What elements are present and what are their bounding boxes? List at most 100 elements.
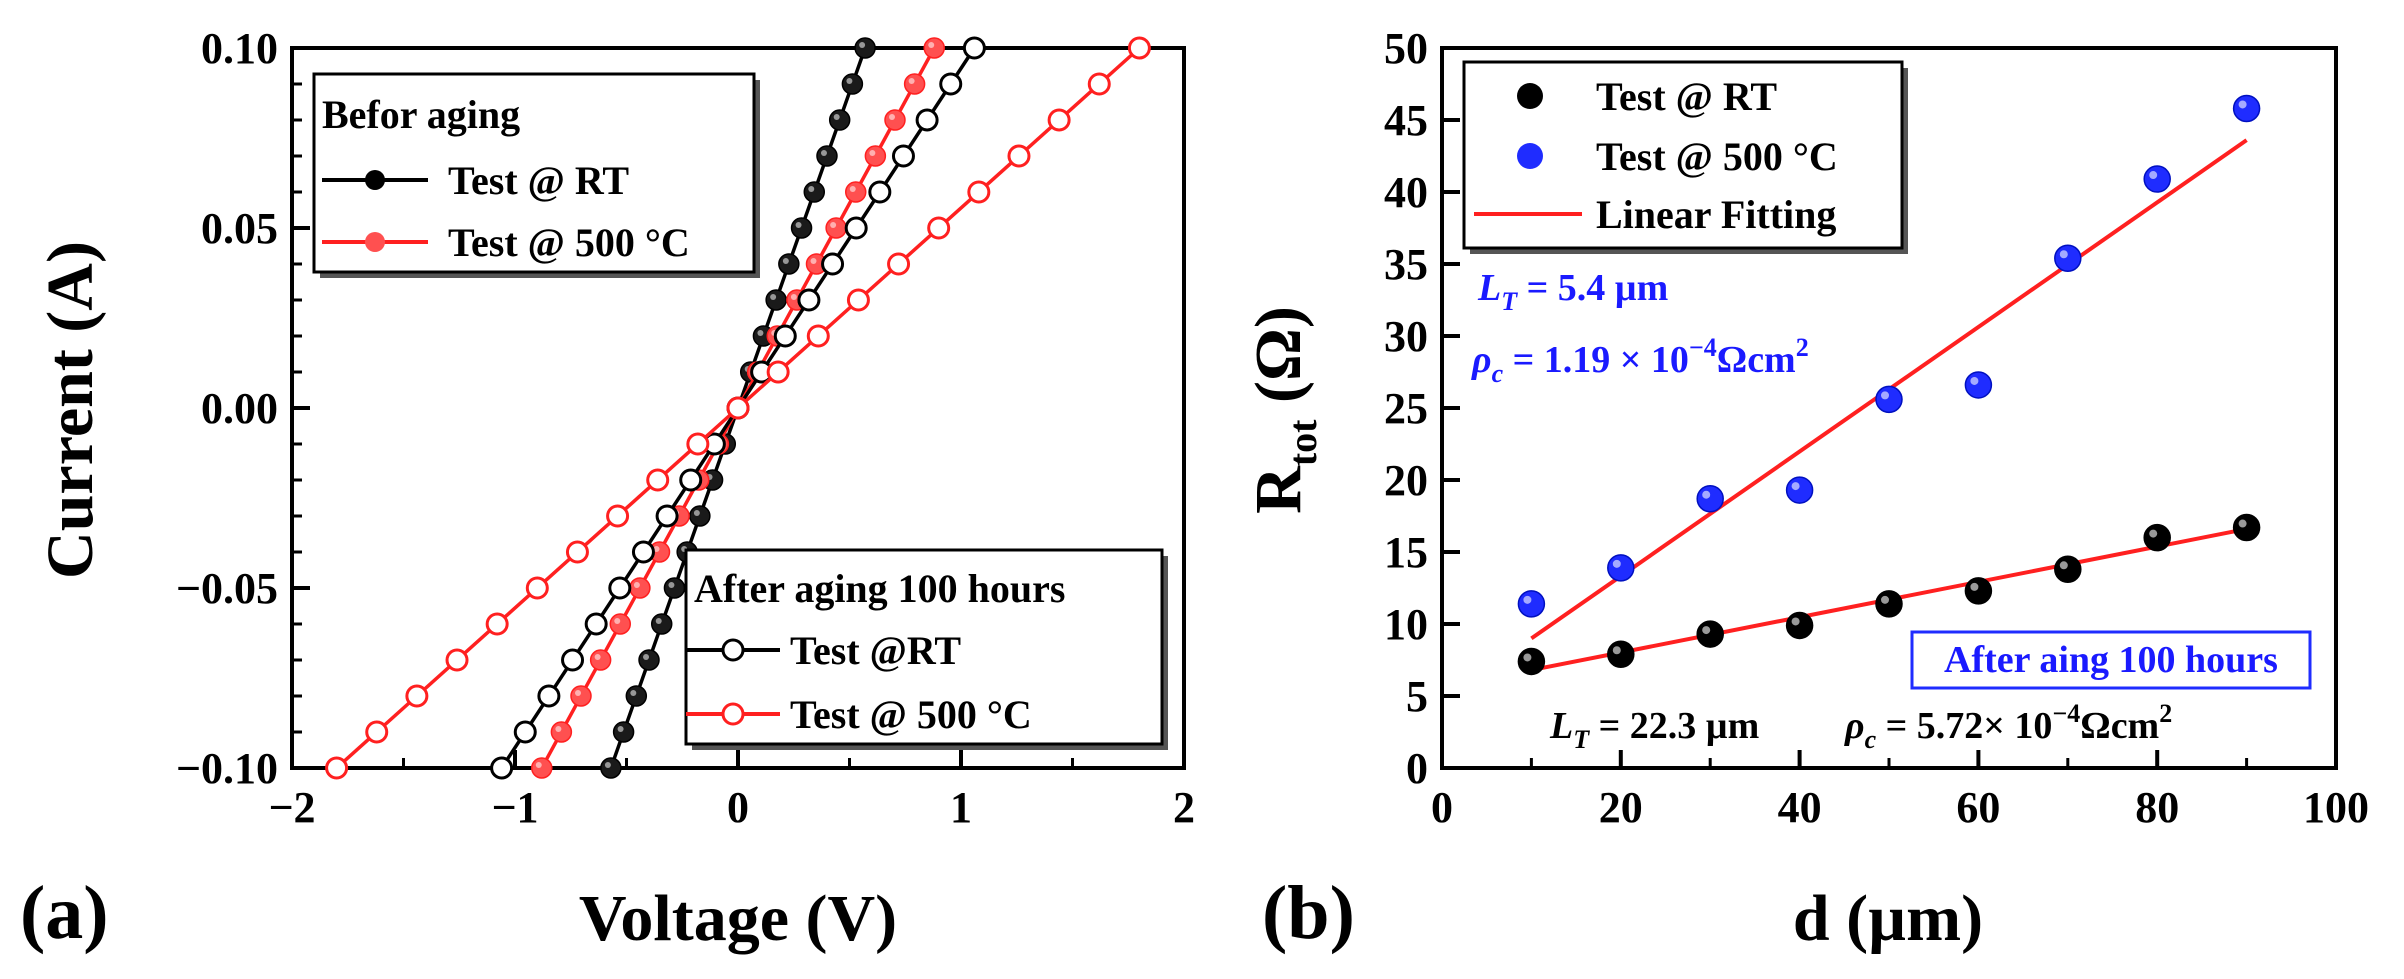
legend-entry-500: Test @ 500 °C [1596,134,1838,179]
data-point [1127,36,1151,60]
data-point [967,180,991,204]
y-tick-label: 5 [1406,672,1428,721]
panel-b-ylabel: Rtot (Ω) [1242,306,1325,514]
point-highlight [2238,519,2247,528]
legend-marker-500-aged [721,702,745,726]
panel-b-chart: 0 20 40 60 80 100 0 5 10 15 20 25 30 35 40 45 50 Test @ … [1242,24,2369,955]
point-highlight [1612,646,1621,655]
point-highlight [908,78,915,84]
data-point [584,612,608,636]
y-tick-label: −0.10 [176,744,278,793]
panel-b-ticks: 0 20 40 60 80 100 0 5 10 15 20 25 30 35 40 45 50 [1384,24,2369,832]
y-tick-label: 0 [1406,744,1428,793]
y-tick-label: 15 [1384,528,1428,577]
point-highlight [2059,561,2068,570]
data-point [828,109,851,131]
point-highlight [830,222,837,228]
point-highlight [859,42,866,48]
data-point [655,504,679,528]
data-point [797,288,821,312]
series-3 [325,36,1151,780]
legend-title-after: After aging 100 hours [694,566,1065,611]
data-point [537,684,561,708]
data-point [1875,385,1903,414]
y-tick-label: 35 [1384,240,1428,289]
aging-annotation-box [1910,630,2312,690]
annotation-rho-500: ρc = 1.19 × 10−4Ωcm2 [1471,333,1809,388]
data-point [864,145,887,167]
data-point [1696,620,1724,648]
legend-marker-rt-aged [721,638,745,662]
ylabel-main: R [1242,465,1315,514]
data-point [513,720,537,744]
legend-entry-after-500: Test @ 500 °C [790,692,1032,737]
legend-title-before: Befor aging [322,92,520,137]
data-point [638,649,660,671]
data-point [1607,640,1635,668]
data-point [891,144,915,168]
ylabel-subscript: tot [1280,419,1325,466]
data-point [570,685,592,707]
data-point [825,217,847,239]
panel-a-legend-before: Befor aging Test @ RT Test @ 500 °C [312,72,760,278]
point-highlight [594,654,601,660]
panel-a-xlabel: Voltage (V) [579,882,897,955]
y-tick-label: 30 [1384,312,1428,361]
point-highlight [2149,171,2158,180]
x-tick-label: 1 [950,783,972,832]
legend-entry-fit: Linear Fitting [1596,192,1836,237]
point-highlight [1612,559,1621,568]
point-highlight [2149,529,2158,538]
data-point [686,432,710,456]
point-highlight [849,186,856,192]
panel-a-ylabel: Current (A) [34,241,107,579]
panel-a-chart: −2 −1 0 1 2 −0.10 −0.05 0.00 0.05 0.10 Befor agin… [20,24,1195,955]
lt-value: = 22.3 µm [1589,705,1759,747]
data-point [844,216,868,240]
data-point [405,684,429,708]
data-point [663,577,686,599]
rho-value: = 5.72× 10 [1876,705,2052,747]
data-point [816,145,838,167]
legend-marker-500 [1517,143,1543,169]
annotation-lt-500: LT = 5.4 µm [1477,267,1668,316]
data-point [1785,476,1814,504]
data-point [490,756,514,780]
data-point [884,109,906,131]
data-point [806,324,830,348]
data-point [1087,72,1111,96]
point-highlight [888,114,895,120]
aging-annotation-text: After aing 100 hours [1944,639,2278,681]
data-point [1696,484,1724,513]
data-point [1047,108,1071,132]
rho-unit-exponent: 2 [1796,333,1809,362]
data-point [525,576,549,600]
series-0 [600,37,876,779]
legend-entry-after-rt: Test @RT [790,628,961,673]
data-point [2143,165,2171,193]
series-1 [1517,94,2261,641]
rho-exponent: −4 [2052,699,2080,728]
y-tick-label: 10 [1384,600,1428,649]
data-point [612,721,635,743]
y-tick-label: 25 [1384,384,1428,433]
rho-subscript: c [1492,359,1504,388]
legend-box [312,72,756,274]
lt-symbol: L [1477,267,1501,309]
x-tick-label: 0 [1431,783,1453,832]
y-tick-label: 0.05 [201,204,278,253]
legend-entry-before-rt: Test @ RT [448,158,629,203]
point-highlight [555,726,562,732]
legend-entry-before-500: Test @ 500 °C [448,220,690,265]
data-point [550,721,573,743]
point-highlight [1791,482,1800,491]
annotation-rho-rt: ρc = 5.72× 10−4Ωcm2 [1844,699,2172,754]
point-highlight [630,690,637,696]
rho-unit-exponent: 2 [2159,699,2172,728]
point-highlight [820,150,827,156]
point-highlight [1791,617,1800,626]
point-highlight [869,150,876,156]
panel-a-legend-after: After aging 100 hours Test @RT Test @ 50… [684,548,1168,750]
x-tick-label: 80 [2135,783,2179,832]
